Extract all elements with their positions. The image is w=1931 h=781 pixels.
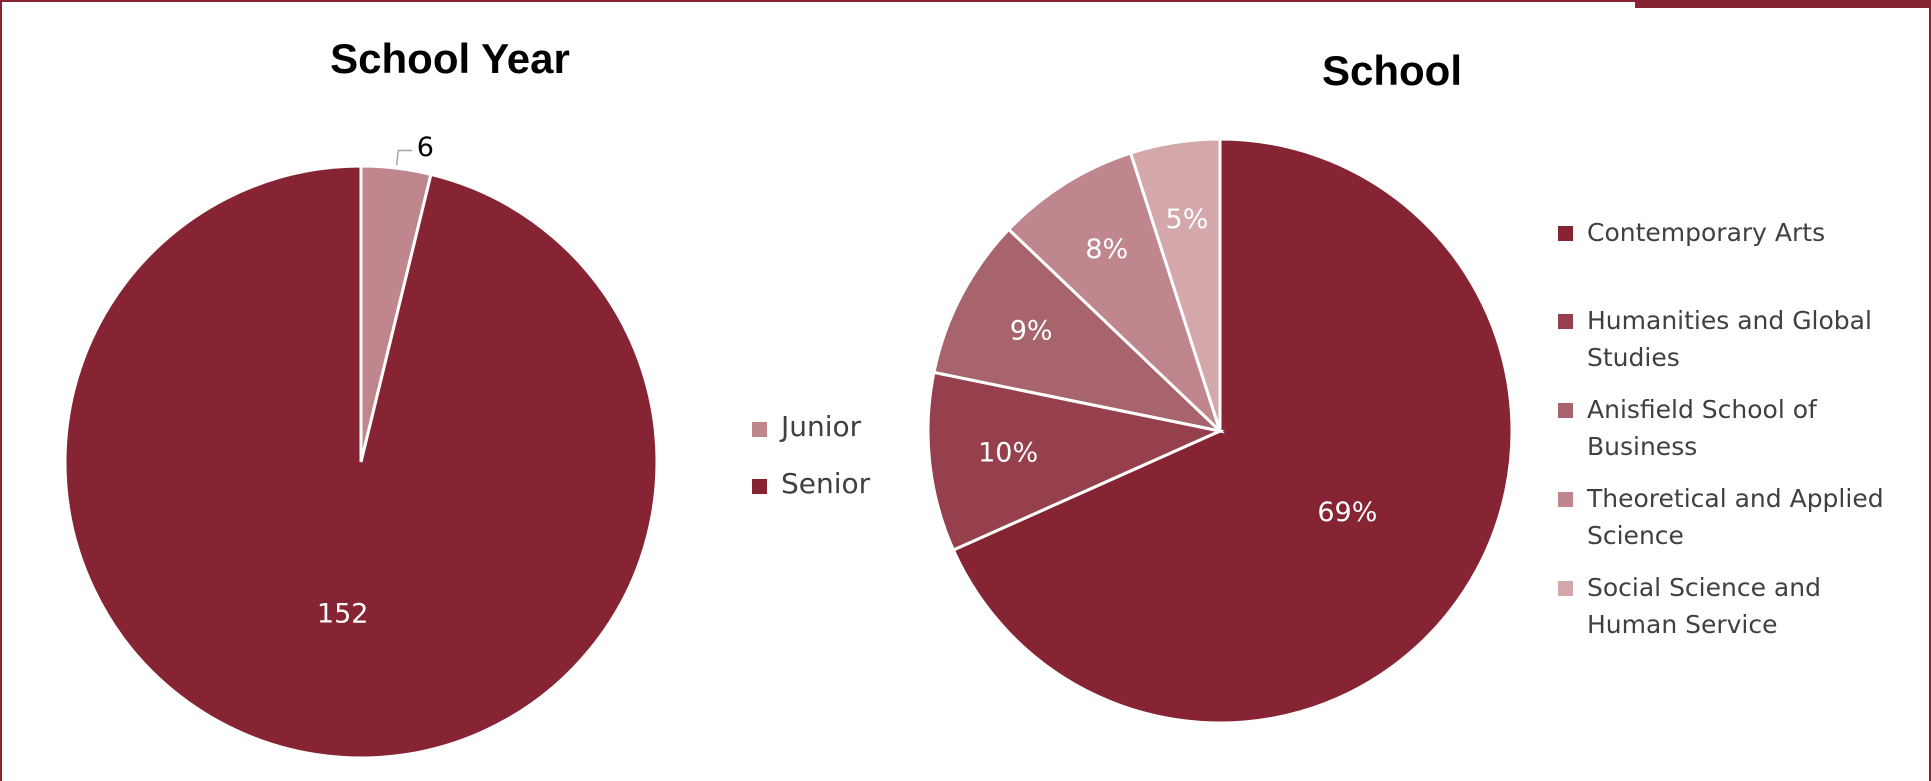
legend: Contemporary Arts Humanities and Global S… [1558, 214, 1898, 658]
legend-label: Anisfield School of Business [1587, 395, 1817, 461]
chart-title: School [1322, 47, 1462, 94]
legend-label: Senior [781, 467, 871, 500]
pie-slice [63, 164, 659, 760]
pie-slice [1006, 151, 1222, 433]
legend-item: Social Science and Human Service [1558, 569, 1898, 643]
legend-label: Contemporary Arts [1587, 218, 1826, 247]
corner-block [1635, 0, 1931, 8]
data-label: 6 [417, 132, 434, 163]
legend-swatch [1558, 226, 1573, 241]
data-label: 5% [1166, 204, 1209, 235]
chart-title: School Year [330, 35, 570, 82]
legend-swatch [1558, 581, 1573, 596]
legend: Junior Senior [752, 410, 870, 524]
legend-item: Anisfield School of Business [1558, 391, 1898, 465]
data-label: 10% [978, 438, 1038, 469]
legend-swatch [752, 479, 767, 494]
legend-item: Humanities and Global Studies [1558, 302, 1898, 376]
legend-swatch [1558, 314, 1573, 329]
pie-slice [1128, 137, 1222, 432]
legend-swatch [752, 422, 767, 437]
data-label: 9% [1010, 316, 1053, 347]
legend-item: Theoretical and Applied Science [1558, 480, 1898, 554]
legend-label: Junior [781, 410, 862, 443]
data-label: 152 [317, 598, 369, 629]
data-label: 69% [1317, 497, 1377, 528]
pie-slice [951, 137, 1514, 725]
legend-item: Junior [752, 410, 870, 467]
legend-swatch [1558, 492, 1573, 507]
legend-item: Contemporary Arts [1558, 214, 1898, 251]
legend-label: Social Science and Human Service [1587, 573, 1821, 639]
leader-line [395, 149, 413, 166]
data-label: 8% [1085, 234, 1128, 265]
pie-slice [932, 227, 1225, 434]
legend-swatch [1558, 403, 1573, 418]
legend-label: Humanities and Global Studies [1587, 306, 1872, 372]
legend-item: Senior [752, 467, 870, 524]
legend-label: Theoretical and Applied Science [1587, 484, 1884, 550]
